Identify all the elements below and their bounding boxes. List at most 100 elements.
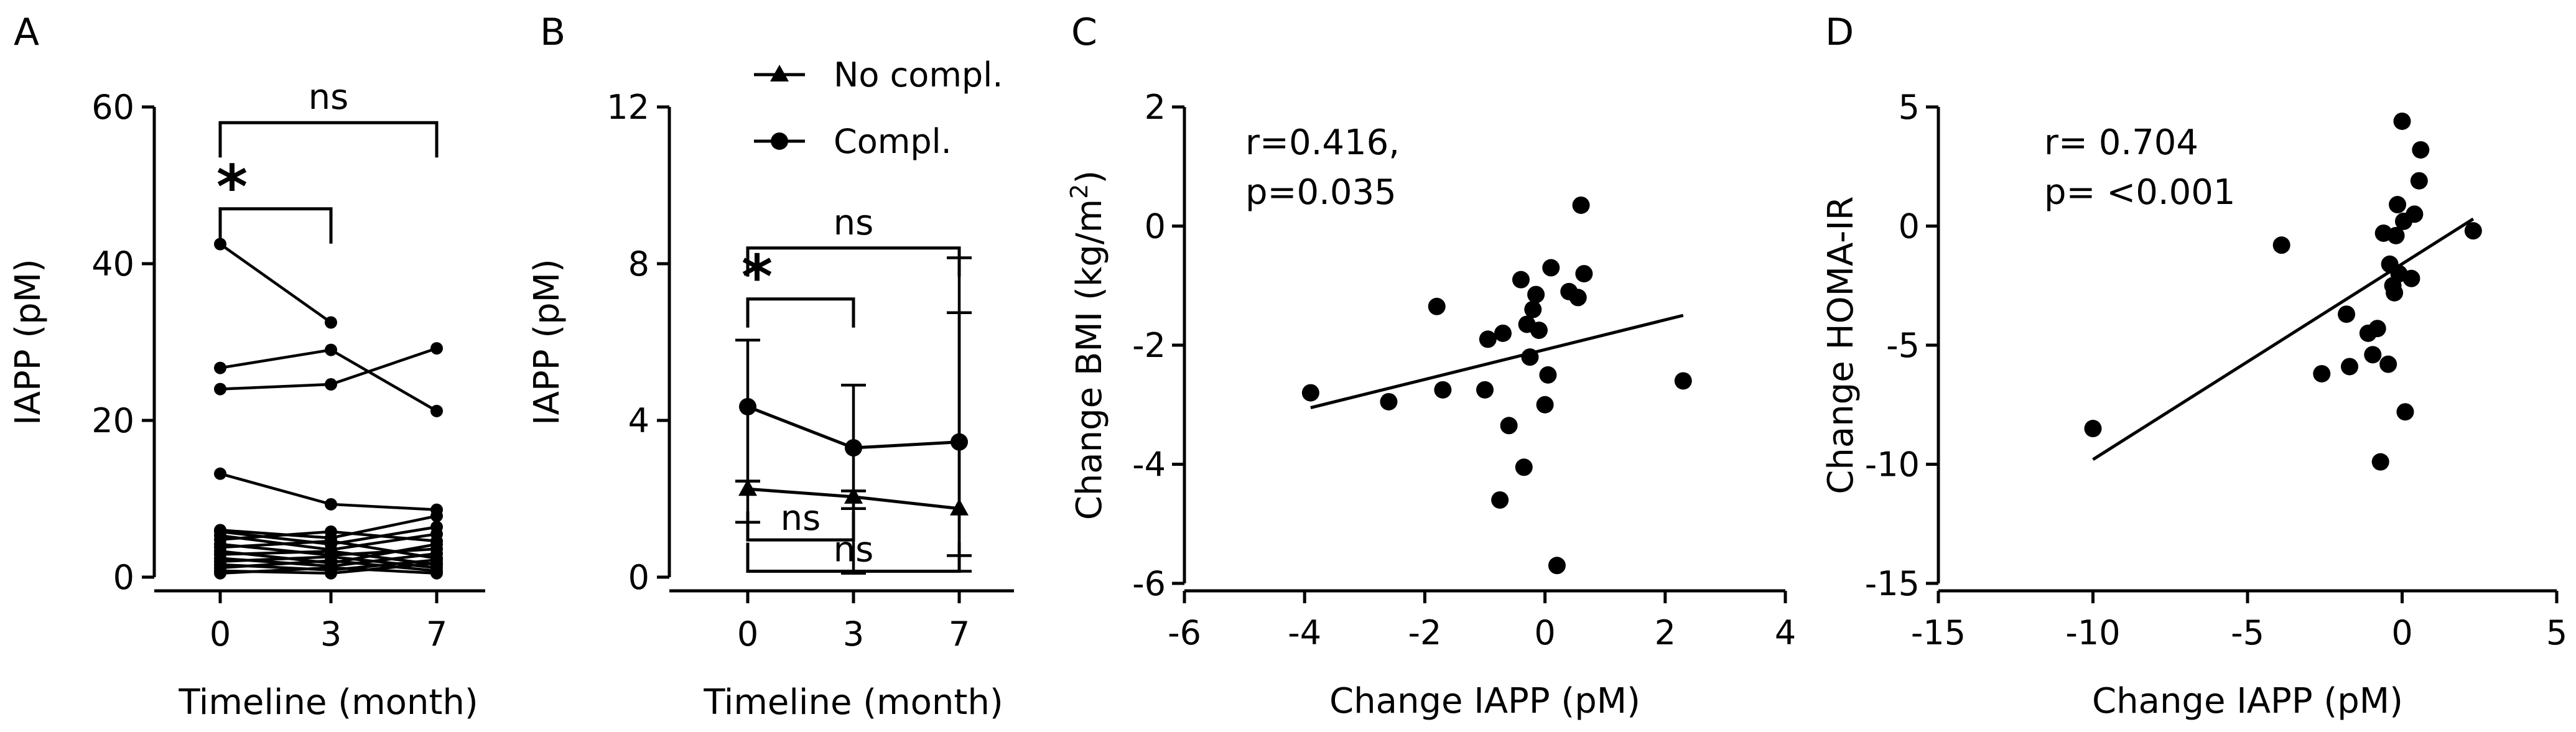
panel-b-y-tick-label: 0 <box>628 558 649 597</box>
panel-c-x-tick-label: 2 <box>1655 613 1676 652</box>
panel-d-data-point <box>2402 269 2420 287</box>
panel-c-y-tick-label: 0 <box>1145 207 1166 246</box>
panel-b-compl-marker <box>739 397 756 415</box>
panel-c-stats-annotation: p=0.035 <box>1245 172 1397 213</box>
panel-d-data-point <box>2364 346 2382 364</box>
panel-a-data-point <box>214 382 226 396</box>
panel-a-data-point <box>430 342 443 355</box>
panel-b: B 0 4 8 12 0 3 7 Timeline (month) IAPP (pM) ns * ns… <box>527 11 1014 723</box>
panel-a-y-axis-title: IAPP (pM) <box>8 259 49 425</box>
panel-d-data-point <box>2412 141 2430 159</box>
panel-c-y-tick-label: 2 <box>1145 88 1166 127</box>
panel-b-y-axis-title: IAPP (pM) <box>527 259 567 425</box>
panel-a-x-tick-label: 7 <box>426 614 447 654</box>
panel-d-x-tick-label: -15 <box>1911 613 1966 652</box>
panel-d-data-point <box>2313 364 2331 382</box>
panel-d-data-point <box>2464 222 2482 240</box>
panel-c-data-point <box>1569 289 1587 307</box>
panel-c-stats-annotation: r=0.416, <box>1245 123 1400 163</box>
panel-c-data-point <box>1524 300 1542 318</box>
panel-d-x-tick-label: 0 <box>2391 613 2412 652</box>
panel-d-y-axis-title: Change HOMA-IR <box>1821 196 1861 494</box>
panel-a-y-tick-label: 60 <box>91 88 134 127</box>
panel-c-x-tick-label: -2 <box>1408 613 1441 652</box>
panel-c-y-axis-title-text: Change BMI (kg/m <box>1069 199 1110 521</box>
panel-c-x-tick-label: -6 <box>1168 613 1201 652</box>
panel-b-no-compl-marker <box>738 479 757 496</box>
panel-c-y-tick-label: -4 <box>1132 445 1166 484</box>
panel-b-compl-marker <box>845 439 862 457</box>
panel-d-y-tick-label: -5 <box>1886 326 1920 365</box>
panel-c-x-axis-title: Change IAPP (pM) <box>1329 681 1640 721</box>
panel-b-x-axis-title: Timeline (month) <box>703 682 1003 723</box>
panel-a-y-tick-label: 0 <box>113 558 134 597</box>
panel-d-data-point <box>2371 453 2389 471</box>
panel-c-y-tick-label: -2 <box>1132 326 1166 365</box>
panel-a-x-tick-label: 3 <box>320 614 342 654</box>
panel-c: C -6 -4 -2 0 2 -6 -4 -2 0 2 4 Change IAPP (pM) Chang… <box>1066 11 1796 721</box>
panel-a-data-point <box>214 467 226 480</box>
panel-d-data-point <box>2084 420 2102 438</box>
panel-b-significance-bracket <box>746 297 855 328</box>
panel-a-data-point <box>214 567 226 580</box>
panel-d-data-point <box>2410 172 2428 190</box>
panel-c-data-point <box>1494 324 1512 342</box>
panel-b-significance-bracket <box>746 246 961 277</box>
panel-a-y-tick-label: 40 <box>91 244 134 284</box>
panel-b-compl-marker <box>951 433 968 451</box>
panel-a-significance-bracket <box>218 121 439 158</box>
panel-a-data-point <box>214 238 226 251</box>
panel-a-data-point <box>325 561 337 574</box>
panel-a-significance-bracket <box>218 207 333 244</box>
panel-c-data-point <box>1521 348 1539 366</box>
panel-a-significance-star: * <box>216 152 248 222</box>
panel-d-x-tick-label: 5 <box>2546 613 2567 652</box>
panel-a: A 0 20 40 60 0 3 7 Timeline (month) IAPP (pM) ns * <box>8 11 485 723</box>
panel-b-significance-bracket <box>746 542 961 573</box>
panel-c-data-point <box>1500 417 1518 435</box>
panel-a-data-point <box>214 361 226 374</box>
panel-c-data-point <box>1539 366 1557 384</box>
panel-d-data-point <box>2389 196 2407 214</box>
panel-c-x-tick-label: 0 <box>1534 613 1555 652</box>
panel-c-y-axis-title-sup: 2 <box>1066 184 1093 199</box>
panel-c-data-point <box>1536 396 1554 414</box>
panel-b-y-tick-label: 8 <box>628 244 649 284</box>
panel-a-data-point <box>325 498 337 511</box>
panel-c-data-point <box>1515 458 1533 476</box>
panel-a-data-point <box>430 567 443 580</box>
panel-d-regression-line <box>2092 217 2475 461</box>
panel-b-y-tick-label: 4 <box>628 401 649 440</box>
panel-b-significance-ns: ns <box>781 498 821 539</box>
panel-d-y-tick-label: -10 <box>1865 445 1920 484</box>
panel-c-y-tick-label: -6 <box>1132 564 1166 603</box>
panel-b-x-tick-label: 7 <box>949 614 970 654</box>
panel-a-data-point <box>430 509 443 522</box>
panel-label-a: A <box>14 11 39 54</box>
panel-b-significance-star: * <box>742 243 773 312</box>
panel-b-x-tick-label: 3 <box>843 614 864 654</box>
panel-c-data-point <box>1380 392 1398 410</box>
panel-c-data-point <box>1542 259 1560 277</box>
panel-d-y-tick-label: 5 <box>1899 88 1920 127</box>
panel-a-data-point <box>325 525 337 538</box>
panel-c-data-point <box>1572 196 1590 214</box>
panel-a-significance-ns: ns <box>309 77 349 118</box>
panel-d: D -15 -10 -5 0 5 -15 -10 -5 0 5 Change IAPP (pM) Ch… <box>1821 11 2567 721</box>
panel-c-regression-line <box>1310 313 1684 409</box>
panel-a-x-axis-title: Timeline (month) <box>178 682 478 723</box>
panel-d-data-point <box>2386 284 2404 302</box>
panel-a-data-point <box>325 343 337 356</box>
panel-a-data-point <box>430 538 443 551</box>
panel-d-data-point <box>2368 320 2386 338</box>
panel-d-stats-annotation: p= <0.001 <box>2044 172 2236 213</box>
panel-c-data-point <box>1527 285 1545 303</box>
panel-a-x-tick-label: 0 <box>210 614 231 654</box>
legend-compl-marker <box>771 132 788 150</box>
legend-no-compl-label: No compl. <box>834 55 1003 95</box>
panel-d-y-axis-title-text: Change HOMA-IR <box>1821 196 1861 494</box>
panel-d-y-tick-label: -15 <box>1865 564 1920 603</box>
panel-b-x-tick-label: 0 <box>737 614 758 654</box>
panel-c-data-point <box>1491 491 1509 509</box>
